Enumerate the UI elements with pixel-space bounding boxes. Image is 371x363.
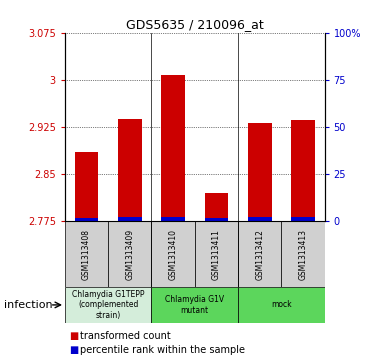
Bar xyxy=(118,217,142,221)
Bar xyxy=(248,217,272,221)
Text: GSM1313411: GSM1313411 xyxy=(212,229,221,280)
Text: GSM1313409: GSM1313409 xyxy=(125,229,134,280)
Text: transformed count: transformed count xyxy=(80,331,171,341)
Text: percentile rank within the sample: percentile rank within the sample xyxy=(80,345,245,355)
Text: GSM1313410: GSM1313410 xyxy=(169,229,178,280)
Bar xyxy=(75,218,98,221)
Title: GDS5635 / 210096_at: GDS5635 / 210096_at xyxy=(126,19,264,32)
Text: Chlamydia G1V
mutant: Chlamydia G1V mutant xyxy=(165,295,224,315)
Text: GSM1313413: GSM1313413 xyxy=(299,229,308,280)
Bar xyxy=(238,287,325,323)
Bar xyxy=(151,287,238,323)
Text: GSM1313408: GSM1313408 xyxy=(82,229,91,280)
Bar xyxy=(108,221,151,287)
Bar xyxy=(291,120,315,221)
Text: infection: infection xyxy=(4,300,52,310)
Bar xyxy=(65,221,108,287)
Bar xyxy=(238,221,281,287)
Bar xyxy=(75,152,98,221)
Text: ■: ■ xyxy=(69,345,78,355)
Text: mock: mock xyxy=(271,301,292,309)
Bar xyxy=(161,217,185,221)
Bar xyxy=(151,221,195,287)
Bar xyxy=(248,123,272,221)
Text: ■: ■ xyxy=(69,331,78,341)
Bar xyxy=(204,193,228,221)
Bar xyxy=(195,221,238,287)
Bar xyxy=(281,221,325,287)
Bar xyxy=(65,287,151,323)
Text: GSM1313412: GSM1313412 xyxy=(255,229,264,280)
Bar xyxy=(118,119,142,221)
Text: Chlamydia G1TEPP
(complemented
strain): Chlamydia G1TEPP (complemented strain) xyxy=(72,290,144,320)
Bar xyxy=(204,218,228,221)
Bar xyxy=(161,75,185,221)
Bar xyxy=(291,217,315,221)
